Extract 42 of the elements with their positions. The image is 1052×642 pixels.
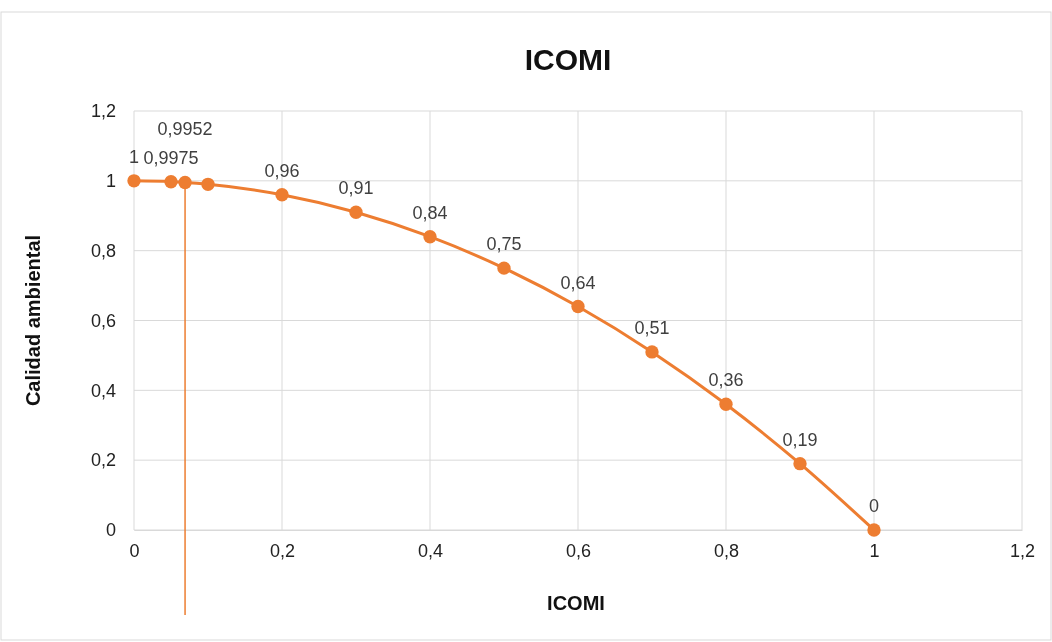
y-tick-label: 0,2: [90, 450, 116, 471]
data-label: 0,96: [264, 160, 300, 181]
point: [497, 261, 511, 275]
y-tick-label: 0,8: [90, 240, 116, 261]
data-label: 0: [868, 496, 880, 516]
data-label: 0,51: [634, 317, 670, 338]
data-label: 0,36: [708, 370, 744, 391]
point: [719, 397, 733, 411]
x-tick-label: 0,2: [269, 540, 296, 561]
point: [164, 175, 178, 189]
point: [423, 230, 437, 244]
x-tick-label: 0,8: [713, 540, 740, 561]
data-label: 0,91: [338, 178, 374, 199]
point: [793, 457, 807, 471]
x-axis-title: ICOMI: [547, 592, 605, 614]
x-tick-label: 0: [129, 540, 140, 561]
x-tick-label: 0,6: [565, 540, 592, 561]
data-label: 0,19: [782, 429, 818, 450]
x-tick-label: 1,2: [1009, 540, 1036, 561]
data-label: 0,9975: [143, 147, 199, 168]
data-label: 0,9952: [157, 118, 213, 139]
point: [275, 188, 289, 202]
data-label: 0,84: [412, 202, 448, 223]
data-label: 1: [128, 146, 140, 167]
data-label: 0,75: [486, 234, 522, 255]
y-axis-title: Calidad ambiental: [22, 234, 44, 407]
point: [127, 174, 141, 188]
y-tick-label: 1,2: [90, 101, 116, 122]
point: [201, 177, 215, 191]
point: [349, 205, 363, 219]
point: [645, 345, 659, 359]
point: [571, 299, 585, 314]
chart-title: ICOMI: [524, 43, 612, 76]
x-tick-label: 0,4: [417, 540, 444, 561]
point: [867, 523, 881, 537]
y-tick-label: 0: [105, 520, 116, 541]
y-tick-label: 0,4: [90, 380, 116, 401]
data-label: 0,64: [560, 272, 596, 293]
y-tick-label: 1: [105, 171, 116, 192]
y-tick-label: 0,6: [90, 310, 116, 331]
point: [178, 175, 192, 190]
x-tick-label: 1: [869, 540, 880, 561]
